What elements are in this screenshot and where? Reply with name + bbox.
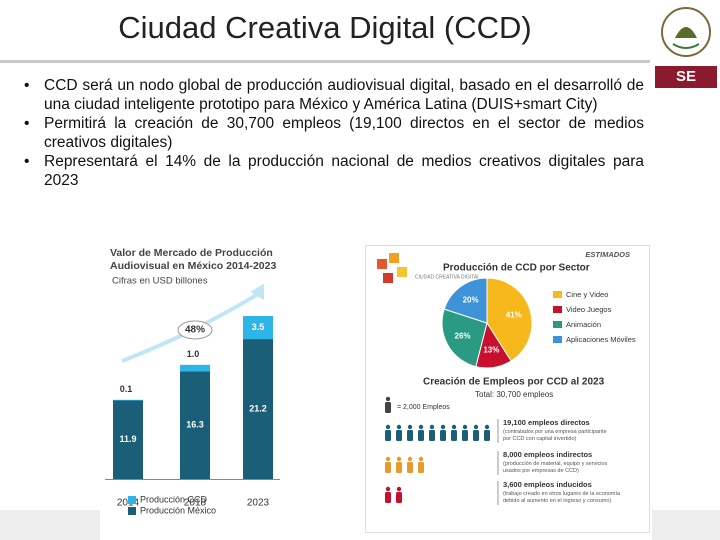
bullet: Representará el 14% de la producción nac… xyxy=(22,152,644,190)
emblem xyxy=(661,7,711,57)
data-label: 26% xyxy=(455,332,471,341)
section-title: Creación de Empleos por CCD al 2023 xyxy=(423,377,605,388)
bar-segment xyxy=(243,315,273,340)
row-note: (contratados por una empresa participant… xyxy=(503,429,607,442)
legend-label: Aplicaciones Móviles xyxy=(566,335,636,344)
data-label: 21.2 xyxy=(249,403,267,413)
bar-segment xyxy=(113,399,143,401)
legend-swatch xyxy=(553,291,562,298)
row-note: (producción de material, equipo y servic… xyxy=(503,461,607,474)
person-icon xyxy=(418,462,424,473)
unit-label: = 2,000 Empleos xyxy=(397,404,450,411)
person-icon xyxy=(396,462,402,473)
pie-slice xyxy=(441,308,488,368)
data-label: 16.3 xyxy=(186,420,204,430)
person-icon xyxy=(407,456,413,462)
row-note: (trabajo creado en otros lugares de la e… xyxy=(503,491,621,504)
chart-subtitle: Cifras en USD billones xyxy=(112,276,208,287)
person-icon xyxy=(429,430,435,441)
title-rule xyxy=(0,60,650,63)
x-tick-label: 2018 xyxy=(184,498,207,509)
person-icon xyxy=(385,402,391,413)
bullet: CCD será un nodo global de producción au… xyxy=(22,76,644,114)
infographic: CIUDAD CREATIVA DIGITAL ESTIMADOS Producci… xyxy=(365,245,650,533)
legend-label: Video Juegos xyxy=(566,305,612,314)
person-icon xyxy=(462,430,468,441)
bullet-list: CCD será un nodo global de producción au… xyxy=(22,76,644,190)
person-icon xyxy=(407,462,413,473)
person-icon xyxy=(451,430,457,441)
legend-swatch xyxy=(553,321,562,328)
pie-slice xyxy=(443,277,488,324)
logo-mark xyxy=(377,253,407,283)
logo-text: CIUDAD CREATIVA DIGITAL xyxy=(415,274,480,280)
bar-segment xyxy=(180,364,210,372)
person-icon xyxy=(407,424,413,430)
person-icon xyxy=(418,456,424,462)
bar-chart: Valor de Mercado de Producción Audiovisua… xyxy=(105,247,280,515)
person-icon xyxy=(407,430,413,441)
data-label: 0.1 xyxy=(120,384,133,394)
legend-swatch xyxy=(553,336,562,343)
person-icon xyxy=(462,424,468,430)
annotation-bubble xyxy=(177,320,213,340)
person-icon xyxy=(396,424,402,430)
chart-title: Producción de CCD por Sector xyxy=(443,263,590,274)
row-label: 19,100 empleos directos xyxy=(503,418,590,427)
person-icon xyxy=(385,492,391,503)
person-icon xyxy=(385,424,391,430)
row-label: 3,600 empleos inducidos xyxy=(503,480,592,489)
badge: SE xyxy=(655,66,717,88)
section-subtitle: Total: 30,700 empleos xyxy=(475,390,553,399)
data-label: 20% xyxy=(463,296,479,305)
legend-label: Producción México xyxy=(140,505,216,515)
person-icon xyxy=(473,424,479,430)
bullet: Permitirá la creación de 30,700 empleos … xyxy=(22,114,644,152)
person-icon xyxy=(385,396,391,402)
person-icon xyxy=(429,424,435,430)
chart-subtitle: ESTIMADOS xyxy=(585,250,630,259)
data-label: 13% xyxy=(483,346,499,355)
annotation: 48% xyxy=(185,325,205,336)
person-icon xyxy=(396,486,402,492)
data-label: 1.0 xyxy=(187,349,200,359)
bar-segment xyxy=(113,400,143,479)
person-icon xyxy=(418,430,424,441)
person-icon xyxy=(440,424,446,430)
person-icon xyxy=(385,462,391,473)
person-icon xyxy=(451,424,457,430)
person-icon xyxy=(473,430,479,441)
person-icon xyxy=(385,430,391,441)
person-icon xyxy=(396,492,402,503)
person-icon xyxy=(440,430,446,441)
legend-swatch xyxy=(553,306,562,313)
legend-swatch xyxy=(128,496,136,504)
legend-swatch xyxy=(128,507,136,515)
person-icon xyxy=(396,456,402,462)
person-icon xyxy=(484,424,490,430)
x-tick-label: 2023 xyxy=(247,498,270,509)
legend-label: Producción CCD xyxy=(140,494,208,504)
data-label: 3.5 xyxy=(252,322,265,332)
chart-title: Valor de Mercado de Producción Audiovisua… xyxy=(110,247,276,272)
row-label: 8,000 empleos indirectos xyxy=(503,450,592,459)
legend-label: Animación xyxy=(566,320,601,329)
data-label: 41% xyxy=(506,310,522,319)
data-label: 11.9 xyxy=(119,434,136,444)
bar-segment xyxy=(243,339,273,479)
bar-segment xyxy=(180,371,210,479)
slide-title: Ciudad Creativa Digital (CCD) xyxy=(118,10,532,45)
legend-label: Cine y Video xyxy=(566,290,608,299)
person-icon xyxy=(385,486,391,492)
footer-band xyxy=(652,510,720,540)
person-icon xyxy=(396,430,402,441)
person-icon xyxy=(385,456,391,462)
person-icon xyxy=(418,424,424,430)
person-icon xyxy=(484,430,490,441)
footer-band xyxy=(0,510,100,540)
arrow-head xyxy=(250,283,264,300)
